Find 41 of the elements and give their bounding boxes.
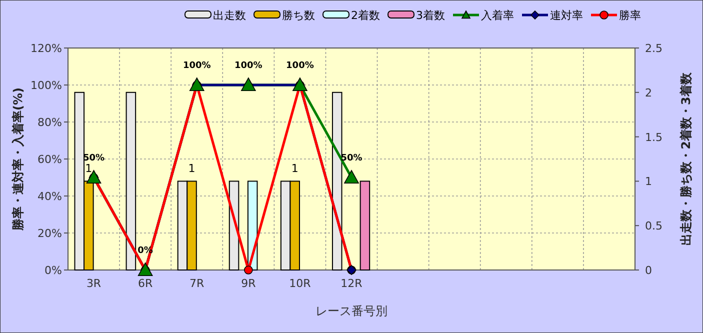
x-tick-label: 6R [138,277,153,290]
y-tick-label: 0% [44,264,62,277]
y-tick-label: 100% [30,79,62,92]
point [344,170,359,184]
x-tick-label: 10R [289,277,312,290]
legend-label: 勝ち数 [282,9,315,22]
legend-label: 入着率 [481,9,514,22]
y-tick-label: 60% [38,153,62,166]
legend-label: 2着数 [351,9,380,22]
y2-tick-label: 1.5 [645,130,662,144]
legend-label: 出走数 [213,9,246,22]
y2-tick-label: 0 [645,264,652,277]
legend-label: 勝率 [619,9,641,22]
data-label: 100% [234,61,262,71]
point [138,262,153,276]
y2-axis-title: 出走数・勝ち数・2着数・3着数 [679,72,693,246]
point [86,170,102,184]
point [189,78,204,91]
y2-tick-label: 2 [645,86,652,100]
data-label: 100% [286,61,314,71]
legend-label: 3着数 [416,9,445,22]
point [241,78,256,91]
y2-tick-label: 2.5 [645,42,662,55]
legend-label: 連対率 [550,9,583,22]
y2-tick-label: 0.5 [645,220,662,233]
x-tick-label: 12R [340,277,363,290]
data-label: 1 [291,162,298,176]
x-tick-label: 3R [86,277,102,290]
x-tick-label: 7R [190,277,205,290]
x-axis-title: レース番号別 [316,304,388,318]
data-label: 1 [188,162,196,176]
y-tick-label: 80% [38,116,62,129]
y-axis-title: 勝率・連対率・入着率(%) [11,88,25,232]
data-label: 1 [85,162,92,176]
point [244,266,253,274]
y-tick-label: 40% [38,190,62,203]
y-tick-label: 20% [38,227,62,240]
x-tick-label: 9R [241,277,256,290]
y-tick-label: 120% [30,42,62,55]
y2-tick-label: 1 [645,175,652,188]
data-label: 100% [182,61,211,71]
